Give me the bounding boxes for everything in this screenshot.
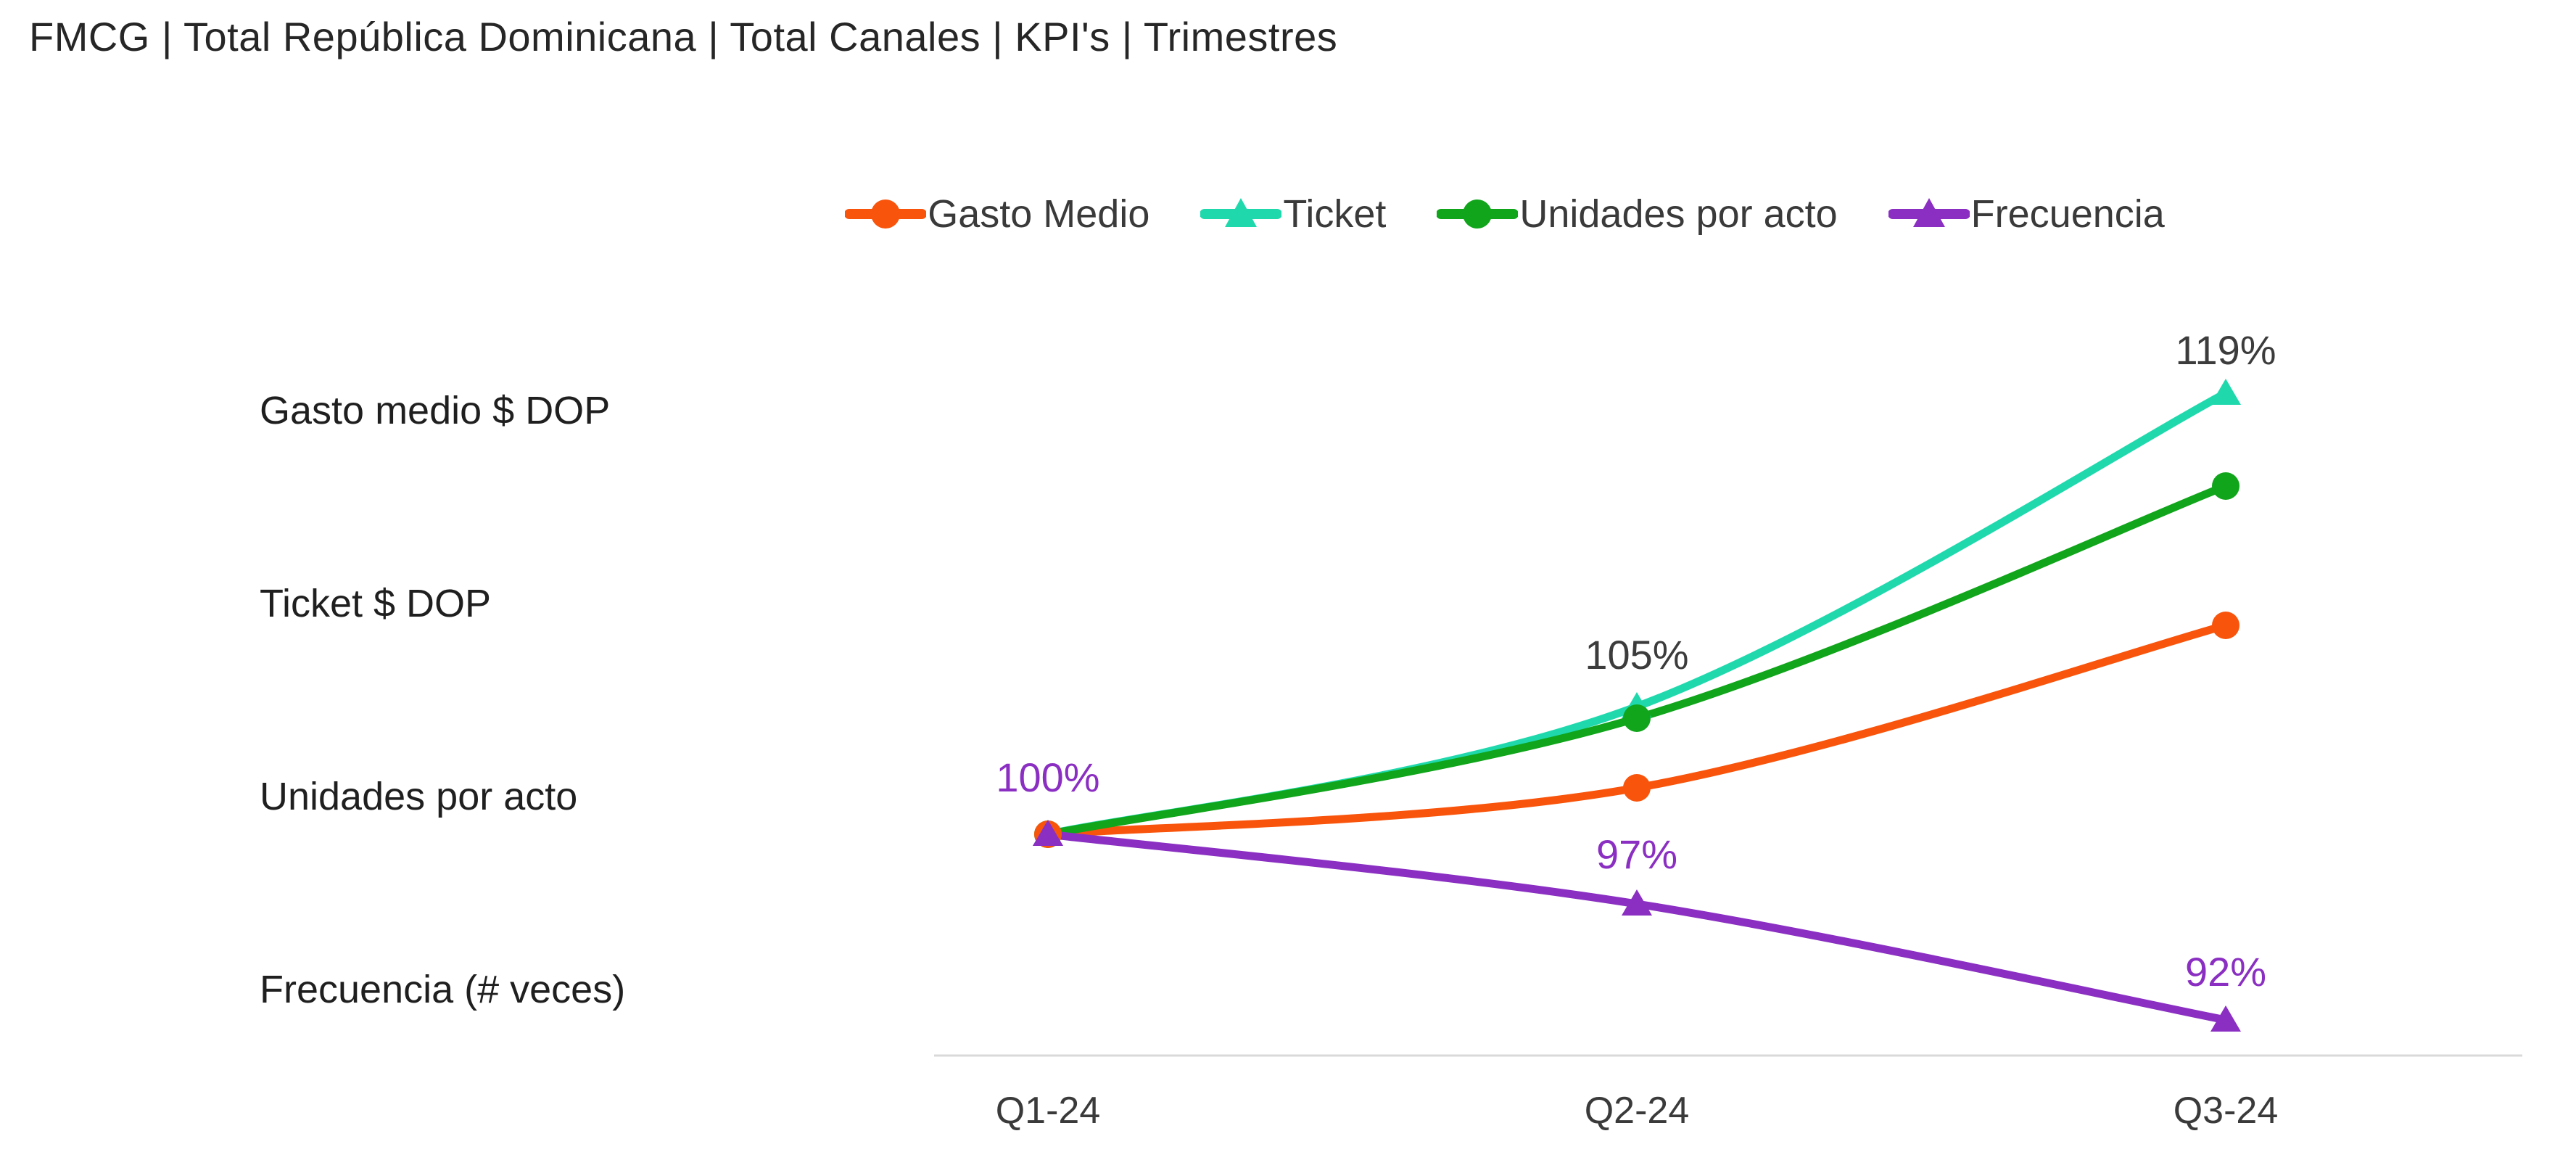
triangle-series-marker-icon — [1200, 198, 1282, 227]
triangle-marker-frecuencia — [1622, 889, 1652, 916]
circle-marker-unidades-por-acto — [1623, 704, 1651, 732]
circle-marker-unidades-por-acto — [2212, 472, 2239, 500]
x-axis-label-q3-24: Q3-24 — [2174, 1090, 2279, 1132]
legend-item-label: Frecuencia — [1970, 192, 2165, 236]
legend-item-ticket[interactable]: Ticket — [1200, 190, 1386, 238]
circle-marker-gasto-medio — [2212, 612, 2239, 639]
page-title: FMCG | Total República Dominicana | Tota… — [29, 14, 1338, 59]
circle-series-marker-icon — [1437, 199, 1519, 229]
triangle-marker-frecuencia — [2210, 1005, 2241, 1032]
legend-item-label: Unidades por acto — [1519, 192, 1838, 236]
point-label-97pct: 97% — [1596, 831, 1677, 877]
legend-item-label: Gasto Medio — [928, 192, 1150, 236]
metric-label-4: Frecuencia (# veces) — [260, 968, 626, 1011]
metric-label-1: Gasto medio $ DOP — [260, 389, 611, 432]
metric-label-2: Ticket $ DOP — [260, 582, 492, 625]
series-line-ticket — [1044, 389, 2230, 839]
circle-marker-gasto-medio — [1623, 774, 1651, 802]
legend-item-gasto-medio[interactable]: Gasto Medio — [845, 190, 1149, 238]
triangle-series-marker-icon — [1888, 198, 1970, 227]
x-axis-label-q1-24: Q1-24 — [996, 1090, 1101, 1132]
point-label-105pct: 105% — [1585, 632, 1688, 678]
triangle-marker-ticket — [2210, 379, 2241, 405]
point-label-92pct: 92% — [2185, 949, 2266, 995]
metric-label-3: Unidades por acto — [260, 775, 578, 818]
x-axis-label-q2-24: Q2-24 — [1585, 1090, 1690, 1132]
circle-series-marker-icon — [845, 199, 927, 229]
point-label-100pct: 100% — [996, 754, 1099, 800]
point-label-119pct: 119% — [2175, 327, 2276, 373]
legend-item-frecuencia[interactable]: Frecuencia — [1888, 190, 2165, 238]
chart-legend: Gasto Medio Ticket Unidades por acto Frecue… — [508, 190, 2502, 238]
legend-item-unidades-por-acto[interactable]: Unidades por acto — [1437, 190, 1838, 238]
triangle-marker-frecuencia — [1033, 820, 1063, 846]
legend-item-label: Ticket — [1283, 192, 1387, 236]
